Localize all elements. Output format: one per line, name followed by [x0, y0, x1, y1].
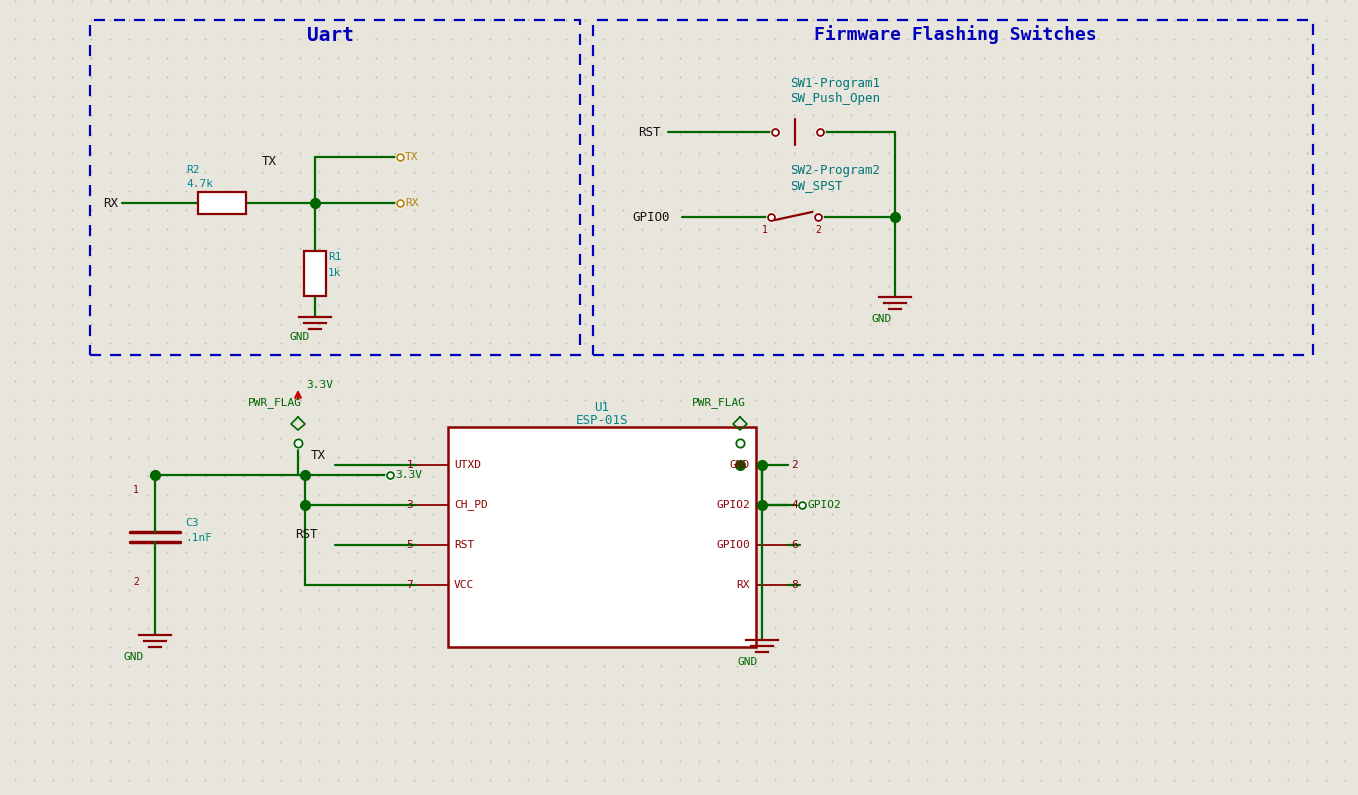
- Text: .1nF: .1nF: [185, 533, 212, 543]
- Text: RST: RST: [454, 540, 474, 550]
- Text: SW_Push_Open: SW_Push_Open: [790, 91, 880, 104]
- Text: GND: GND: [124, 652, 143, 662]
- Text: TX: TX: [405, 152, 418, 162]
- Text: U1: U1: [595, 401, 610, 413]
- Text: Uart: Uart: [307, 25, 353, 45]
- Text: RX: RX: [736, 580, 750, 590]
- Text: 1: 1: [133, 485, 139, 495]
- Text: 2: 2: [790, 460, 797, 470]
- Text: GND: GND: [729, 460, 750, 470]
- Text: GPIO0: GPIO0: [631, 211, 669, 223]
- Text: 8: 8: [790, 580, 797, 590]
- Text: 4: 4: [790, 500, 797, 510]
- Bar: [593, 20, 1313, 355]
- Text: PWR_FLAG: PWR_FLAG: [249, 398, 301, 409]
- Text: C3: C3: [185, 518, 198, 528]
- Text: 2: 2: [815, 225, 820, 235]
- Text: RX: RX: [103, 196, 118, 210]
- Text: SW1-Program1: SW1-Program1: [790, 76, 880, 90]
- Text: VCC: VCC: [454, 580, 474, 590]
- Text: GND: GND: [872, 314, 892, 324]
- Text: PWR_FLAG: PWR_FLAG: [693, 398, 746, 409]
- Bar: [198, 192, 246, 214]
- Text: CH_PD: CH_PD: [454, 499, 488, 510]
- Bar: [90, 20, 580, 355]
- Bar: [304, 250, 326, 296]
- Text: ESP-01S: ESP-01S: [576, 413, 629, 426]
- Text: 3.3V: 3.3V: [306, 380, 333, 390]
- Text: R1: R1: [329, 252, 341, 262]
- Text: RX: RX: [405, 198, 418, 208]
- Text: GPIO0: GPIO0: [716, 540, 750, 550]
- Text: 3.3V: 3.3V: [395, 470, 422, 480]
- Text: 1: 1: [762, 225, 767, 235]
- Text: TX: TX: [311, 448, 326, 462]
- Text: 1: 1: [406, 460, 413, 470]
- Text: 3: 3: [406, 500, 413, 510]
- Text: SW_SPST: SW_SPST: [790, 180, 842, 192]
- Text: Firmware Flashing Switches: Firmware Flashing Switches: [813, 25, 1096, 45]
- Text: TX: TX: [262, 154, 277, 168]
- Text: RST: RST: [638, 126, 660, 138]
- Text: RST: RST: [296, 529, 318, 541]
- Text: 1k: 1k: [329, 268, 341, 278]
- Text: 6: 6: [790, 540, 797, 550]
- Text: GND: GND: [737, 657, 758, 667]
- Text: 4.7k: 4.7k: [186, 179, 213, 189]
- Text: SW2-Program2: SW2-Program2: [790, 164, 880, 176]
- Bar: [448, 427, 756, 647]
- Text: 5: 5: [406, 540, 413, 550]
- Text: UTXD: UTXD: [454, 460, 481, 470]
- Text: 7: 7: [406, 580, 413, 590]
- Text: R2: R2: [186, 165, 200, 175]
- Text: GND: GND: [291, 332, 310, 342]
- Text: GPIO2: GPIO2: [716, 500, 750, 510]
- Text: 2: 2: [133, 577, 139, 587]
- Text: GPIO2: GPIO2: [807, 500, 841, 510]
